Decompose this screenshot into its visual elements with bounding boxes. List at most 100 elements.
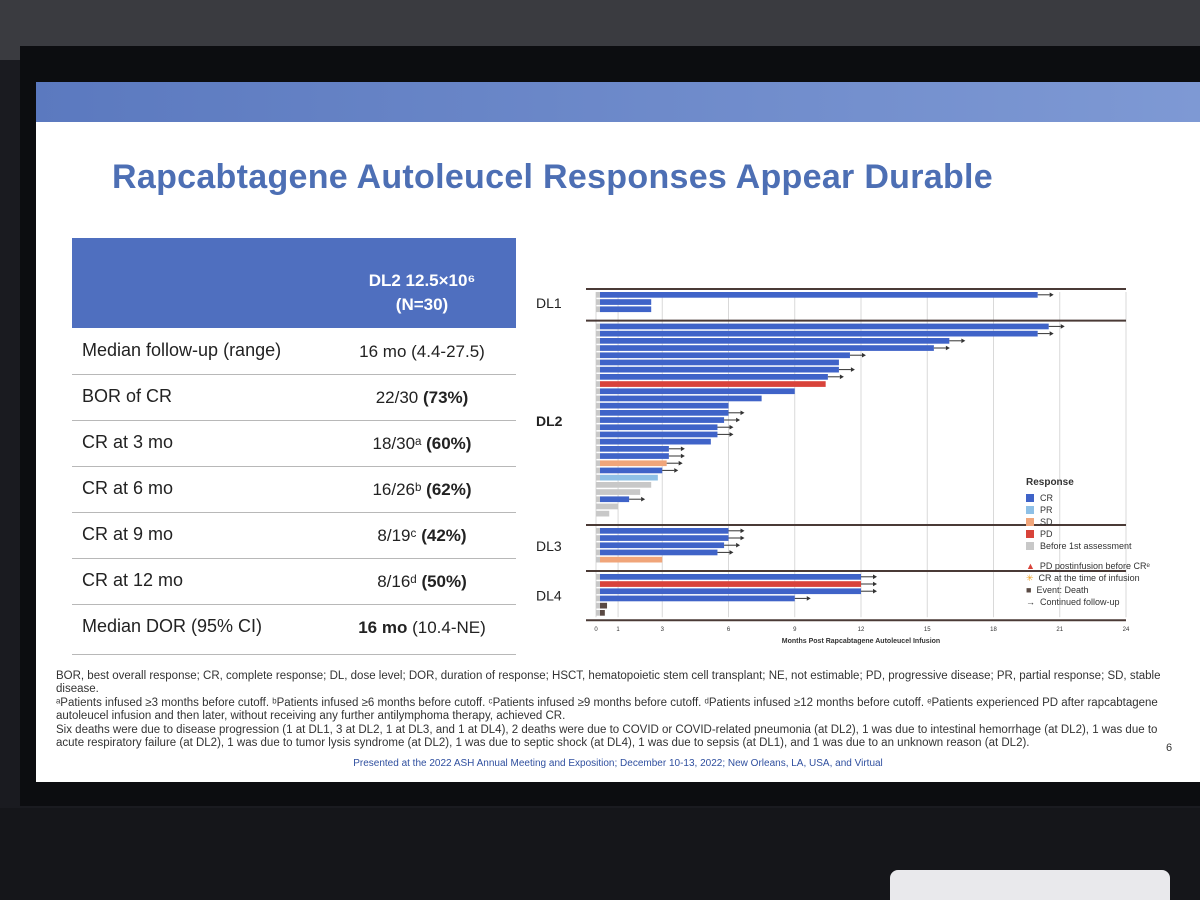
swimmer-bar <box>600 482 652 488</box>
lane-baseline <box>596 410 600 416</box>
lane-baseline <box>596 388 600 395</box>
x-tick-label: 18 <box>990 627 997 633</box>
follow-up-arrowhead <box>678 460 683 466</box>
legend-label: PD <box>1040 529 1053 539</box>
follow-up-arrowhead <box>873 588 877 594</box>
lane-baseline <box>596 366 600 373</box>
footnote-abbreviations: BOR, best overall response; CR, complete… <box>56 670 1161 695</box>
lane-baseline <box>596 306 600 313</box>
legend-item: Before 1st assessment <box>1026 540 1166 552</box>
group-label: DL3 <box>536 538 562 554</box>
lane-baseline <box>596 602 600 609</box>
table-row: CR at 3 mo 18/30ᵃ (60%) <box>72 420 516 467</box>
legend-label: Before 1st assessment <box>1040 541 1132 551</box>
lane-baseline <box>596 588 600 595</box>
swimmer-bar <box>600 503 619 510</box>
lane-baseline <box>596 330 600 337</box>
row-value: 16 mo (4.4-27.5) <box>359 342 485 361</box>
swimmer-bar <box>600 595 795 602</box>
follow-up-arrowhead <box>729 432 734 437</box>
legend-label: PR <box>1040 505 1053 515</box>
footnote-superscripts: ᵃPatients infused ≥3 months before cutof… <box>56 697 1158 722</box>
follow-up-arrowhead <box>806 596 811 601</box>
swimmer-bar <box>600 306 652 313</box>
swimmer-bar <box>600 588 861 595</box>
lane-baseline <box>596 595 600 602</box>
title-band <box>36 82 1200 122</box>
swimmer-bar <box>600 366 839 373</box>
lane-baseline <box>596 292 600 298</box>
swimmer-bar <box>600 395 762 402</box>
table-row: Median follow-up (range) 16 mo (4.4-27.5… <box>72 328 516 375</box>
row-label: CR at 12 mo <box>82 570 184 590</box>
swimmer-bar <box>600 581 861 587</box>
swimmer-bar <box>600 299 652 305</box>
swimmer-bar <box>600 417 725 423</box>
lane-baseline <box>596 556 600 563</box>
follow-up-arrowhead <box>1049 331 1054 336</box>
projector <box>890 870 1170 900</box>
lane-baseline <box>596 542 600 549</box>
page-number: 6 <box>1166 742 1173 754</box>
lane-baseline <box>596 482 600 488</box>
lane-baseline <box>596 431 600 438</box>
lane-baseline <box>596 528 600 534</box>
swimmer-plot-svg: 0 1 3 6 9 12 15 18 21 24 Months Post Rapcabtagene … <box>536 288 1130 645</box>
row-label: BOR of CR <box>82 386 173 406</box>
follow-up-arrowhead <box>839 374 844 380</box>
row-value: 8/19ᶜ (42%) <box>377 526 467 545</box>
swimmer-bar <box>600 556 663 563</box>
swimmer-bar <box>600 489 641 495</box>
legend-marker-symbol: ✳ <box>1026 573 1034 583</box>
row-label: Median DOR (95% CI) <box>82 616 263 636</box>
legend-marker-label: PD postinfusion before CRᵉ <box>1039 561 1150 571</box>
row-value: 18/30ᵃ (60%) <box>372 434 472 453</box>
legend-label: SD <box>1040 517 1053 527</box>
legend-item: CR <box>1026 492 1166 504</box>
swimmer-bar <box>600 359 839 366</box>
table-row: Median DOR (95% CI) 16 mo (10.4-NE) <box>72 604 516 655</box>
swimmer-bar <box>600 610 605 616</box>
x-tick-label: 9 <box>793 627 797 633</box>
x-tick-label: 1 <box>616 627 620 633</box>
row-value: 8/16ᵈ (50%) <box>377 572 467 591</box>
lane-baseline <box>596 574 600 580</box>
follow-up-arrowhead <box>740 410 745 416</box>
legend-marker: ▲ PD postinfusion before CRᵉ <box>1026 560 1166 572</box>
swimmer-bar <box>600 602 608 609</box>
chart-legend: Response CR PR SD PD Before 1st assessment ▲… <box>1026 477 1166 608</box>
swimmer-bar <box>600 338 950 344</box>
legend-label: CR <box>1040 493 1053 503</box>
lane-baseline <box>596 503 600 510</box>
group-label: DL4 <box>536 588 562 604</box>
swimmer-bar <box>600 549 718 556</box>
group-label: DL2 <box>536 413 563 429</box>
legend-item: PD <box>1026 528 1166 540</box>
swimmer-bar <box>600 424 718 431</box>
swimmer-bar <box>600 460 667 467</box>
swimmer-bar <box>600 438 711 445</box>
legend-marker-label: Event: Death <box>1036 585 1089 595</box>
follow-up-arrowhead <box>736 542 741 548</box>
group-label: DL1 <box>536 295 562 311</box>
lane-baseline <box>596 510 600 517</box>
legend-item: SD <box>1026 516 1166 528</box>
x-axis-label: Months Post Rapcabtagene Autoleucel Infu… <box>782 638 940 645</box>
swimmer-bar <box>600 381 826 387</box>
x-tick-label: 15 <box>924 627 931 633</box>
lane-baseline <box>596 446 600 452</box>
table-header-n: (N=30) <box>395 295 449 314</box>
swimmer-bar <box>600 388 795 395</box>
legend-swatch <box>1026 530 1034 538</box>
swimmer-bar <box>600 574 861 580</box>
lane-baseline <box>596 474 600 481</box>
lane-baseline <box>596 374 600 380</box>
swimmer-bar <box>600 446 669 452</box>
legend-item: PR <box>1026 504 1166 516</box>
x-tick-label: 3 <box>661 627 665 633</box>
row-label: CR at 9 mo <box>82 524 174 544</box>
lane-baseline <box>596 345 600 351</box>
legend-swatch <box>1026 542 1034 550</box>
follow-up-arrowhead <box>641 496 646 502</box>
swimmer-bar <box>600 535 729 541</box>
